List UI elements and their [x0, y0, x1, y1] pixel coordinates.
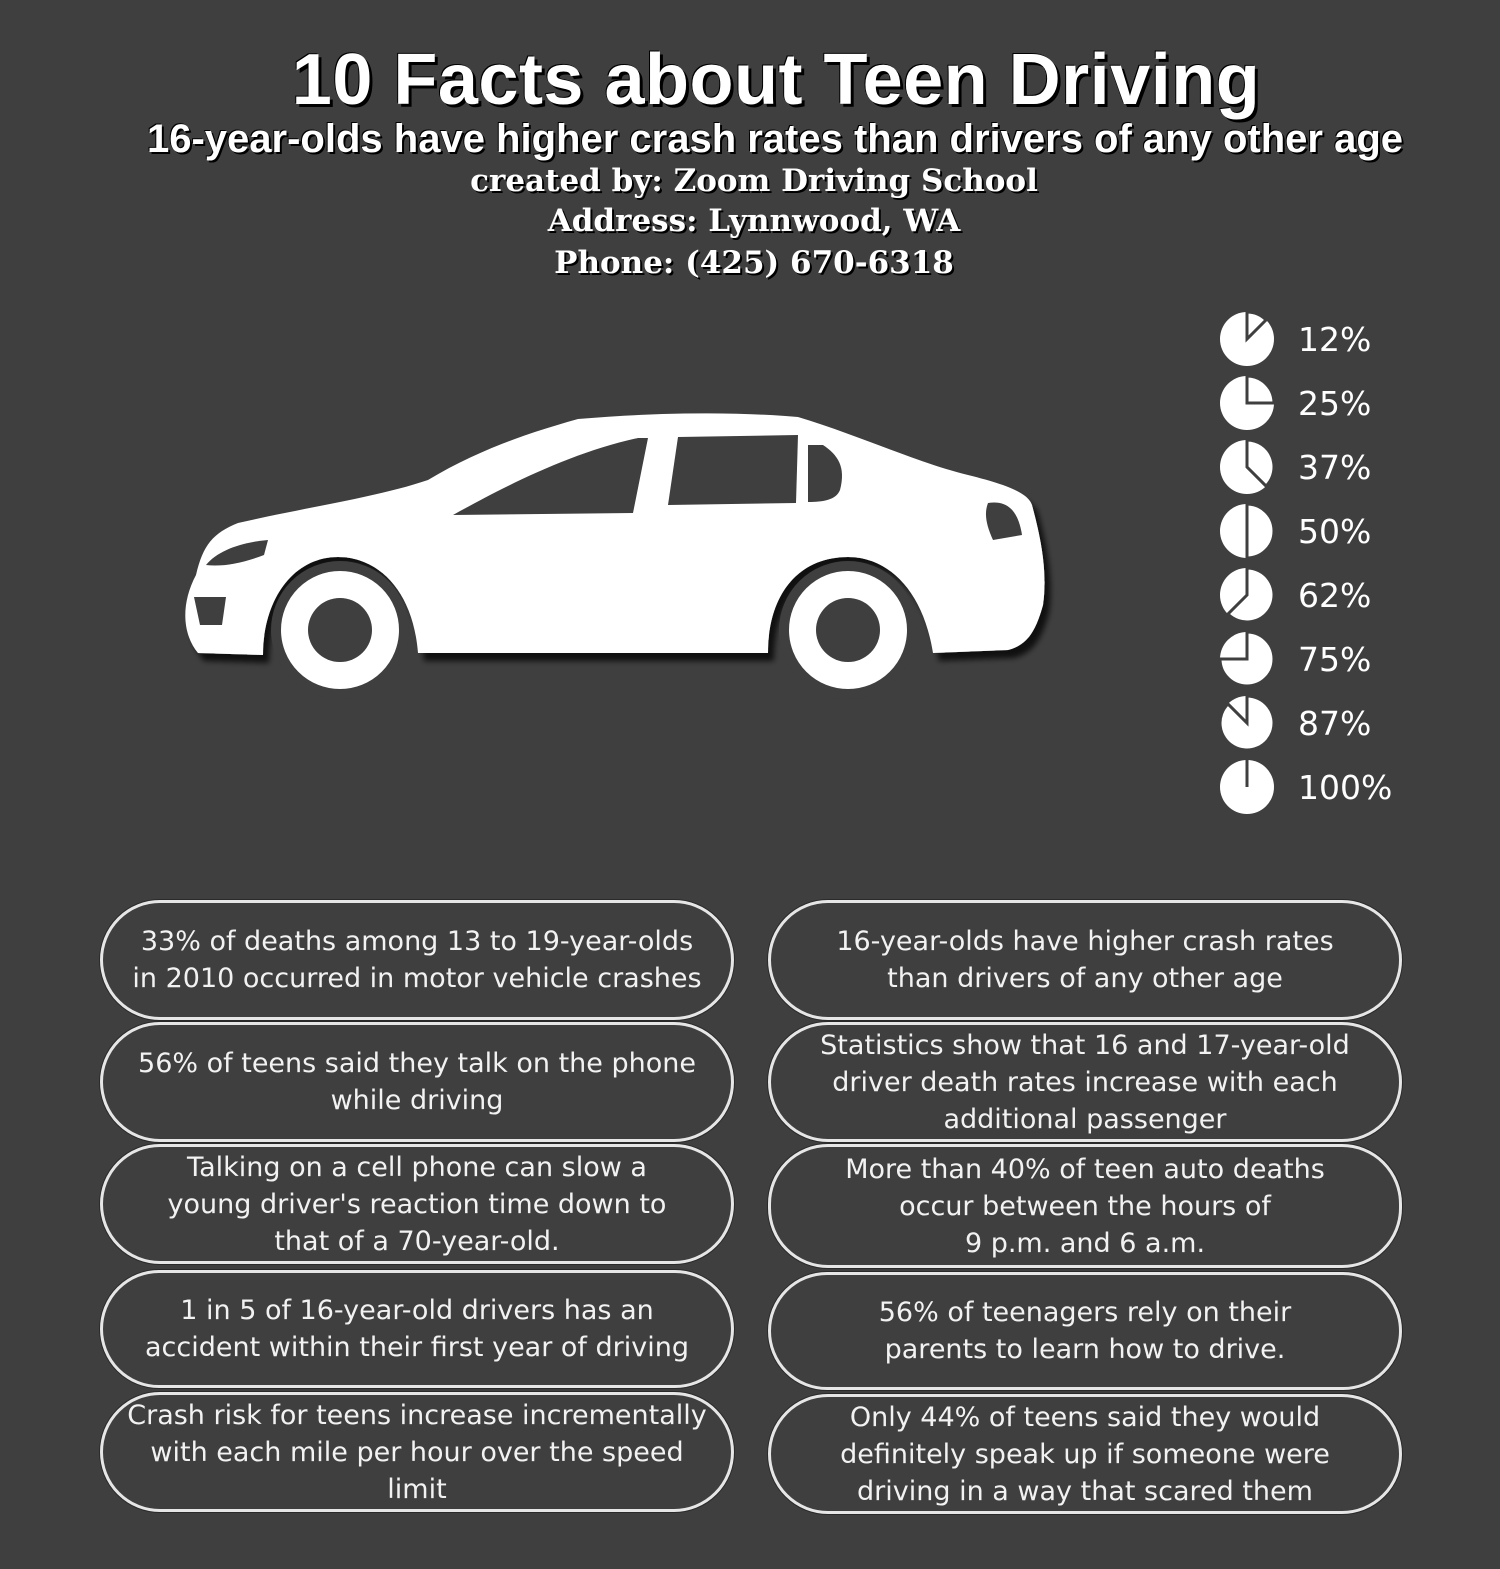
pie-icon — [1220, 502, 1276, 560]
car-illustration — [185, 413, 1045, 699]
legend-item: 62% — [1218, 564, 1438, 624]
fact-text: 1 in 5 of 16-year-old drivers has an acci… — [145, 1295, 689, 1363]
pie-icon — [1220, 374, 1276, 430]
pie-icon — [1220, 566, 1276, 624]
fact-text: 56% of teens said they talk on the phone… — [138, 1048, 696, 1116]
legend-label: 87% — [1298, 704, 1372, 743]
fact-text: More than 40% of teen auto deaths occur b… — [845, 1153, 1325, 1259]
windshield — [453, 438, 648, 515]
fact-text: Crash risk for teens increase incrementa… — [127, 1399, 707, 1505]
legend-label: 50% — [1298, 512, 1372, 551]
front-hubcap — [308, 598, 372, 662]
pie-slice — [1245, 374, 1276, 405]
fact-box: 1 in 5 of 16-year-old drivers has an acci… — [100, 1270, 734, 1388]
legend-item: 50% — [1218, 500, 1438, 560]
fact-box: 33% of deaths among 13 to 19-year-olds in… — [100, 900, 734, 1020]
rear-window — [808, 445, 843, 502]
page-title: 10 Facts about Teen Driving — [291, 40, 1261, 120]
fact-text: 56% of teenagers rely on their parents to… — [878, 1297, 1292, 1365]
side-window — [668, 435, 798, 505]
credit-line: created by: Zoom Driving School — [470, 163, 1038, 199]
fact-text: Only 44% of teens said they would definit… — [840, 1401, 1330, 1507]
legend-item: 12% — [1218, 308, 1438, 368]
legend-label: 12% — [1298, 320, 1372, 359]
pie-icon — [1218, 694, 1276, 752]
legend-label: 100% — [1298, 768, 1393, 807]
pie-slice — [1225, 566, 1276, 624]
pie-slice — [1245, 438, 1276, 489]
fact-box: Only 44% of teens said they would definit… — [768, 1394, 1402, 1514]
pie-slice — [1218, 630, 1276, 688]
legend-label: 25% — [1298, 384, 1372, 423]
pie-slice — [1245, 310, 1269, 343]
pie-icon — [1220, 760, 1274, 814]
legend-item: 37% — [1218, 436, 1438, 496]
tail-light — [985, 502, 1022, 540]
pie-icon — [1218, 630, 1276, 688]
page-subtitle: 16-year-olds have higher crash rates tha… — [146, 117, 1403, 161]
pie-slice — [1245, 502, 1276, 560]
phone-line: Phone: (425) 670-6318 — [554, 245, 954, 281]
fact-box: 16-year-olds have higher crash rates than… — [768, 900, 1402, 1020]
fact-text: 16-year-olds have higher crash rates than… — [836, 926, 1334, 994]
fact-box: Crash risk for teens increase incrementa… — [100, 1392, 734, 1512]
legend-item: 87% — [1218, 692, 1438, 752]
fact-text: Statistics show that 16 and 17-year-old d… — [820, 1029, 1350, 1135]
fact-box: More than 40% of teen auto deaths occur b… — [768, 1144, 1402, 1268]
legend-label: 62% — [1298, 576, 1372, 615]
pie-icon — [1220, 310, 1274, 366]
legend-item: 75% — [1218, 628, 1438, 688]
fact-box: 56% of teenagers rely on their parents to… — [768, 1272, 1402, 1390]
pie-slice — [1218, 694, 1276, 752]
fact-text: Talking on a cell phone can slow a young … — [167, 1151, 667, 1257]
legend-label: 75% — [1298, 640, 1372, 679]
pie-icon — [1220, 438, 1276, 494]
legend-item: 25% — [1218, 372, 1438, 432]
fact-text: 33% of deaths among 13 to 19-year-olds in… — [132, 926, 702, 994]
grille — [194, 597, 226, 625]
address-line: Address: Lynnwood, WA — [547, 203, 961, 239]
headlight — [206, 540, 268, 566]
fact-box: 56% of teens said they talk on the phone… — [100, 1022, 734, 1142]
fact-box: Statistics show that 16 and 17-year-old d… — [768, 1022, 1402, 1142]
fact-box: Talking on a cell phone can slow a young … — [100, 1144, 734, 1264]
legend-label: 37% — [1298, 448, 1372, 487]
legend-item: 100% — [1218, 756, 1438, 816]
rear-hubcap — [816, 598, 880, 662]
